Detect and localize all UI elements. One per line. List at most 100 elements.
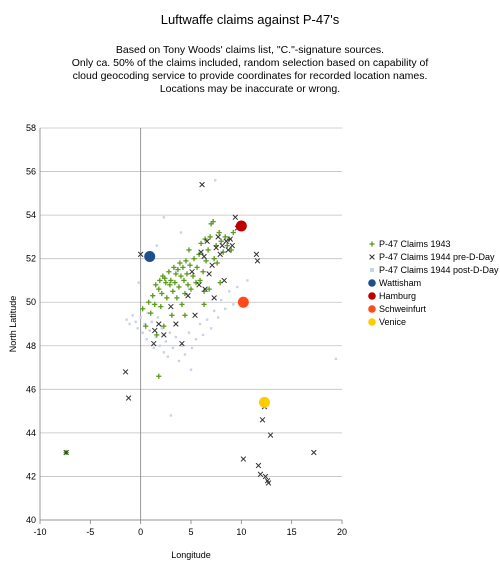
point-p-47-claims-1944-post-d-day [228,290,231,293]
point-p-47-claims-1943 [226,236,232,242]
point-p-47-claims-1943 [216,229,222,236]
point-p-47-claims-1943 [157,277,163,284]
point-p-47-claims-1944-post-d-day [150,320,153,324]
point-p-47-claims-1943 [162,275,168,281]
point-p-47-claims-1944-post-d-day [246,279,249,282]
y-tick-label: 40 [26,515,36,525]
point-p-47-claims-1944-pre-d-day [161,332,167,338]
point-p-47-claims-1944-pre-d-day [206,271,212,277]
point-p-47-claims-1943 [182,290,188,297]
subtitle-line: cloud geocoding service to provide coord… [72,70,428,82]
subtitle-line: Based on Tony Woods' claims list, "C."-s… [115,44,385,56]
point-p-47-claims-1943 [163,280,169,286]
legend-label-p-47-claims-1943: P-47 Claims 1943 [379,239,451,249]
point-p-47-claims-1944-post-d-day [145,338,148,341]
point-p-47-claims-1943 [156,373,162,379]
point-p-47-claims-1944-pre-d-day [267,432,274,438]
point-p-47-claims-1944-pre-d-day [137,251,144,258]
point-p-47-claims-1944-pre-d-day [122,369,129,375]
point-p-47-claims-1943 [220,249,226,255]
point-p-47-claims-1944-post-d-day [236,285,239,289]
legend-marker-hamburg [368,292,376,300]
point-p-47-claims-1944-post-d-day [334,357,338,361]
point-p-47-claims-1943 [161,323,167,329]
point-p-47-claims-1943 [188,286,194,292]
point-p-47-claims-1943 [211,256,217,262]
legend-marker-schweinfurt [368,305,376,313]
point-p-47-claims-1944-post-d-day [224,307,227,310]
point-p-47-claims-1944-pre-d-day [168,303,174,310]
point-p-47-claims-1943 [182,312,188,318]
point-p-47-claims-1944-pre-d-day [262,473,269,480]
point-p-47-claims-1943 [214,260,220,266]
point-p-47-claims-1944-post-d-day [155,244,158,247]
point-p-47-claims-1944-pre-d-day [217,251,223,258]
point-p-47-claims-1944-pre-d-day [311,449,317,456]
y-tick-label: 44 [26,428,36,438]
point-p-47-claims-1944-pre-d-day [202,286,208,292]
subtitle-line: Locations may be inaccurate or wrong. [159,83,341,95]
point-p-47-claims-1944-post-d-day [169,414,173,417]
point-p-47-claims-1944-post-d-day [220,298,223,302]
point-p-47-claims-1944-post-d-day [125,318,128,321]
x-tick-label: 10 [236,527,246,537]
legend-label-wattisham: Wattisham [379,278,421,288]
point-p-47-claims-1944-pre-d-day [219,242,225,249]
point-p-47-claims-1944-pre-d-day [225,247,232,253]
point-p-47-claims-1944-post-d-day [128,322,131,326]
legend-marker-p-47-claims-1944-pre-d-day [369,254,375,260]
point-p-47-claims-1944-pre-d-day [211,295,217,301]
point-p-47-claims-1944-post-d-day [141,331,144,334]
point-p-47-claims-1944-post-d-day [156,316,159,319]
point-p-47-claims-1944-post-d-day [160,327,164,330]
y-tick-label: 58 [26,123,36,133]
point-p-47-claims-1943 [164,295,170,301]
point-p-47-claims-1943 [228,247,234,253]
axes [39,128,343,524]
point-p-47-claims-1943 [191,256,197,262]
point-p-47-claims-1943 [169,312,175,318]
point-schweinfurt [237,296,249,308]
point-p-47-claims-1944-post-d-day [168,331,172,334]
point-p-47-claims-1943 [197,277,203,284]
point-p-47-claims-1943 [205,247,211,253]
point-p-47-claims-1944-post-d-day [198,322,202,326]
point-p-47-claims-1944-pre-d-day [152,327,158,334]
point-p-47-claims-1944-post-d-day [162,216,166,219]
point-p-47-claims-1944-pre-d-day [150,340,157,347]
point-p-47-claims-1944-pre-d-day [240,456,247,462]
point-p-47-claims-1943 [222,234,228,240]
x-axis-label: Longitude [171,550,211,560]
point-p-47-claims-1943 [178,273,184,279]
point-p-47-claims-1944-pre-d-day [213,245,219,251]
point-p-47-claims-1944-pre-d-day [255,462,262,469]
point-p-47-claims-1944-post-d-day [158,344,161,347]
point-p-47-claims-1944-pre-d-day [185,292,191,299]
point-p-47-claims-1944-pre-d-day [199,181,205,188]
y-tick-label: 46 [26,384,36,394]
point-p-47-claims-1943 [185,282,191,288]
y-tick-label: 52 [26,254,36,264]
point-p-47-claims-1943 [143,323,149,329]
point-p-47-claims-1944-post-d-day [187,331,191,334]
point-p-47-claims-1943 [206,286,212,292]
point-p-47-claims-1944-post-d-day [134,320,137,324]
x-tick-label: -5 [86,527,94,537]
point-p-47-claims-1944-pre-d-day [179,340,185,347]
point-p-47-claims-1944-post-d-day [183,353,187,356]
point-p-47-claims-1943 [183,258,189,264]
point-p-47-claims-1943 [153,282,159,288]
point-p-47-claims-1943 [184,271,190,277]
point-p-47-claims-1944-pre-d-day [257,471,264,478]
x-tick-label: -10 [33,527,46,537]
point-p-47-claims-1944-pre-d-day [192,312,198,319]
legend-label-venice: Venice [379,317,406,327]
x-tick-label: 5 [188,527,193,537]
point-p-47-claims-1943 [150,293,156,299]
point-venice [258,396,270,408]
point-p-47-claims-1944-pre-d-day [156,321,162,327]
y-tick-label: 48 [26,341,36,351]
point-p-47-claims-1943 [172,280,178,286]
point-p-47-claims-1943 [207,234,213,240]
legend-marker-p-47-claims-1944-post-d-day [370,268,374,272]
